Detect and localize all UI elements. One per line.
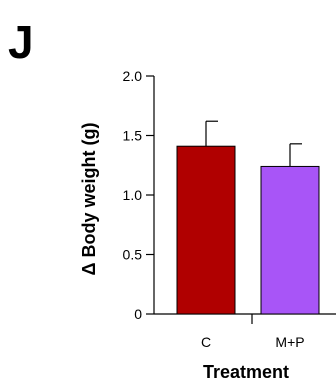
y-tick-label: 2.0	[123, 68, 143, 84]
x-tick-label: C	[201, 334, 211, 350]
y-tick-label: 0	[134, 306, 142, 322]
x-tick-label: M+P	[275, 334, 304, 350]
bar-c	[176, 145, 236, 315]
y-tick-label: 1.0	[123, 187, 143, 203]
bars	[176, 145, 320, 315]
y-axis-label: Δ Body weight (g)	[79, 123, 99, 276]
x-axis: C M+P	[154, 313, 336, 350]
y-axis: 0 0.5 1.0 1.5 2.0	[123, 68, 155, 322]
bar-m-p	[260, 165, 320, 315]
y-tick-label: 1.5	[123, 128, 143, 144]
y-tick-label: 0.5	[123, 247, 143, 263]
panel-label: J	[8, 16, 34, 68]
x-axis-label: Treatment	[203, 362, 289, 382]
error-bars	[205, 120, 302, 167]
